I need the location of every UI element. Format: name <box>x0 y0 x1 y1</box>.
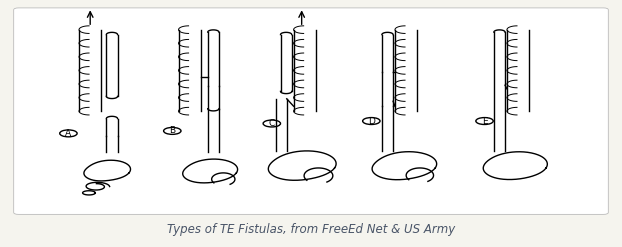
Text: B: B <box>169 126 175 135</box>
Text: A: A <box>65 129 72 138</box>
Text: D: D <box>368 117 375 125</box>
Text: C: C <box>269 119 275 128</box>
Text: E: E <box>481 117 488 125</box>
Text: Types of TE Fistulas, from FreeEd Net & US Army: Types of TE Fistulas, from FreeEd Net & … <box>167 223 455 236</box>
FancyBboxPatch shape <box>14 8 608 214</box>
